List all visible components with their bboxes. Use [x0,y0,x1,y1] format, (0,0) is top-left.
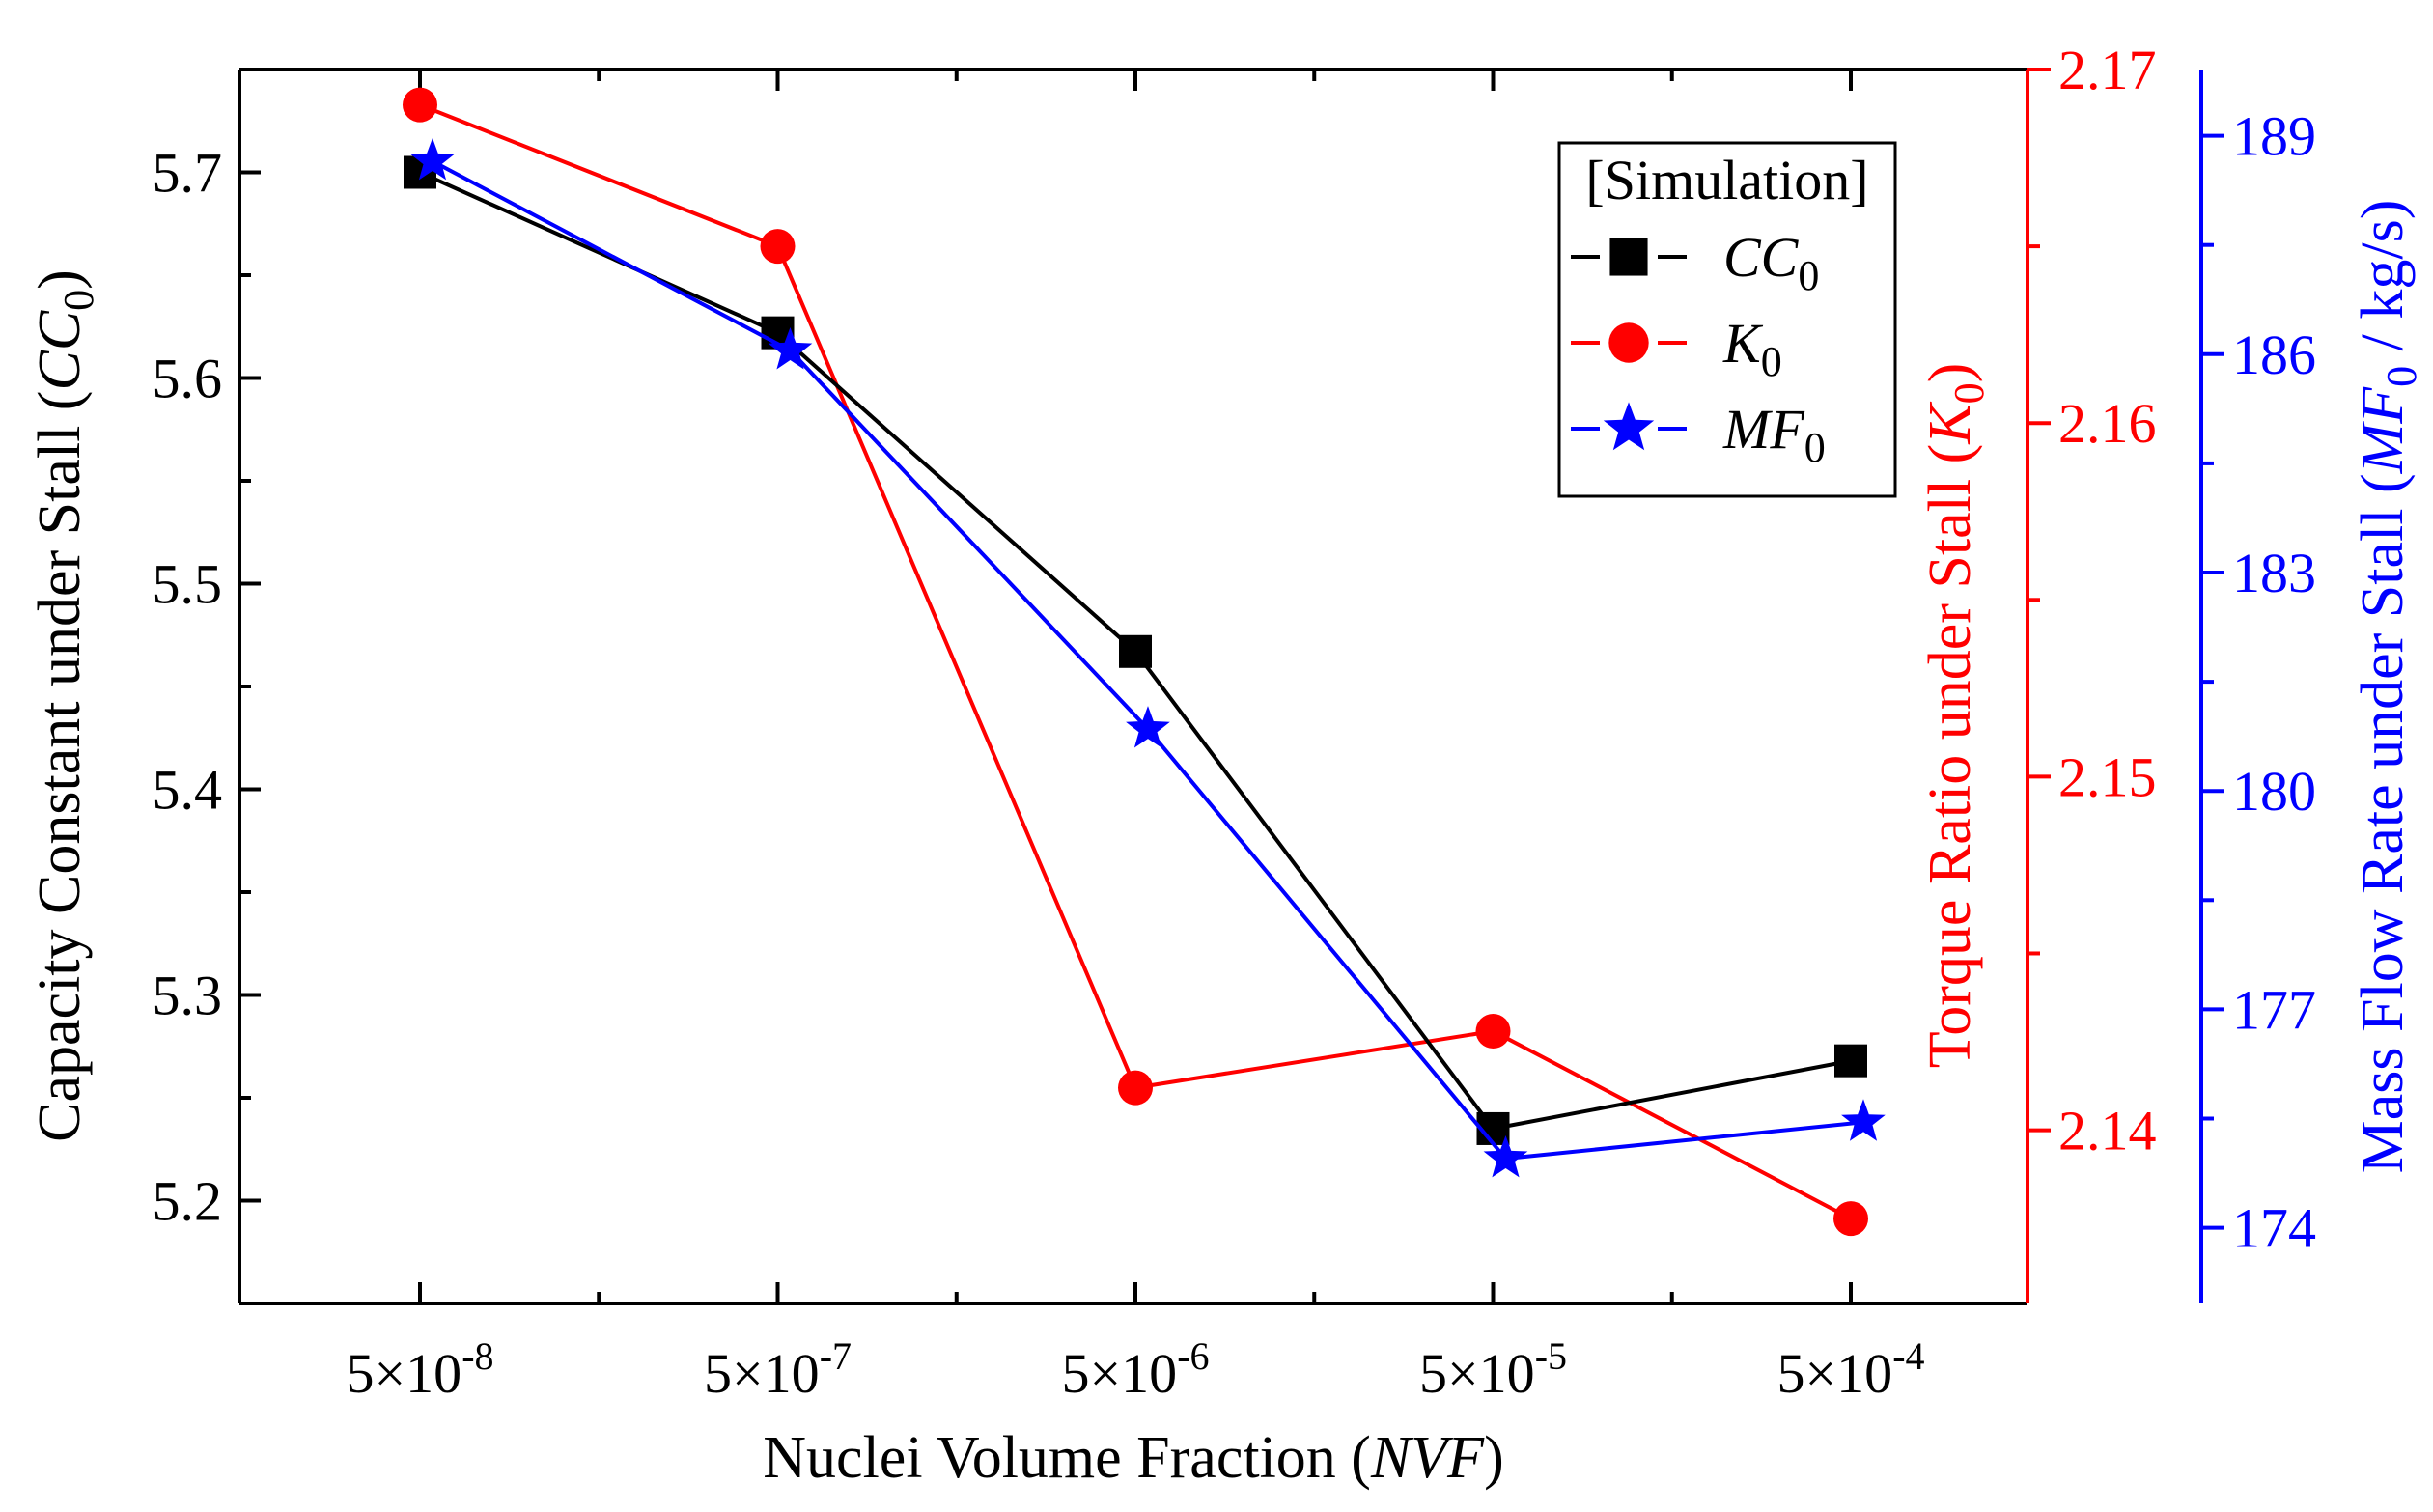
left-tick-label: 5.3 [153,965,223,1027]
x-axis-label: Nuclei Volume Fraction (NVF) [763,1425,1503,1491]
legend-title: [Simulation] [1585,149,1868,211]
data-point-k0 [1833,1201,1868,1237]
data-point-mf0 [1483,1135,1528,1178]
legend-marker-mf0 [1603,402,1655,451]
mass-tick-label: 177 [2232,978,2316,1041]
legend: [Simulation] CC0 K0 MF0 [1557,141,1897,498]
data-point-k0 [1475,1014,1511,1050]
torque-axis-label: Torque Ratio under Stall (K0) [1917,363,1993,1069]
left-tick-label: 5.4 [153,759,223,822]
data-point-mf0 [410,138,455,181]
data-point-mf0 [1126,706,1170,748]
legend-marker-k0 [1608,322,1649,363]
data-point-k0 [760,229,796,265]
mass-axis-label: Mass Flow Rate under Stall (MF0 / kg/s) [2350,200,2425,1174]
legend-label-k0: K0 [1722,312,1782,385]
x-tick-label: 5×10-4 [1776,1334,1924,1405]
torque-tick-label: 2.15 [2058,745,2157,808]
mass-tick-label: 183 [2232,542,2316,604]
left-tick-label: 5.2 [153,1170,223,1233]
x-tick-label: 5×10-8 [346,1334,493,1405]
axes-layer: 5.2 5.3 5.4 5.5 5.6 5.7 Capacity Constant unde… [27,39,2425,1491]
mass-tick-label: 174 [2232,1197,2316,1260]
series-layer [403,87,1886,1237]
data-point-mf0 [768,327,813,370]
x-tick-label: 5×10-6 [1061,1334,1209,1405]
data-point-mf0 [1841,1099,1886,1141]
torque-tick-label: 2.17 [2058,39,2157,101]
mass-tick-label: 180 [2232,760,2316,823]
left-tick-label: 5.5 [153,553,223,616]
legend-label-mf0: MF0 [1722,398,1826,471]
data-point-k0 [1118,1070,1153,1106]
legend-marker-cc0 [1609,238,1648,276]
mass-tick-label: 189 [2232,105,2316,168]
left-axis-label: Capacity Constant under Stall (CC0) [27,269,102,1142]
x-tick-label: 5×10-5 [1419,1334,1567,1405]
legend-box [1557,141,1897,498]
legend-label-cc0: CC0 [1723,226,1819,299]
data-point-k0 [403,87,437,123]
left-tick-label: 5.7 [153,142,223,205]
x-tick-label: 5×10-7 [704,1334,852,1405]
torque-tick-label: 2.16 [2058,392,2157,455]
data-point-cc0 [1834,1044,1867,1078]
data-point-cc0 [1119,634,1152,668]
torque-tick-label: 2.14 [2058,1100,2157,1162]
mass-tick-label: 186 [2232,323,2316,386]
left-tick-label: 5.6 [153,348,223,410]
